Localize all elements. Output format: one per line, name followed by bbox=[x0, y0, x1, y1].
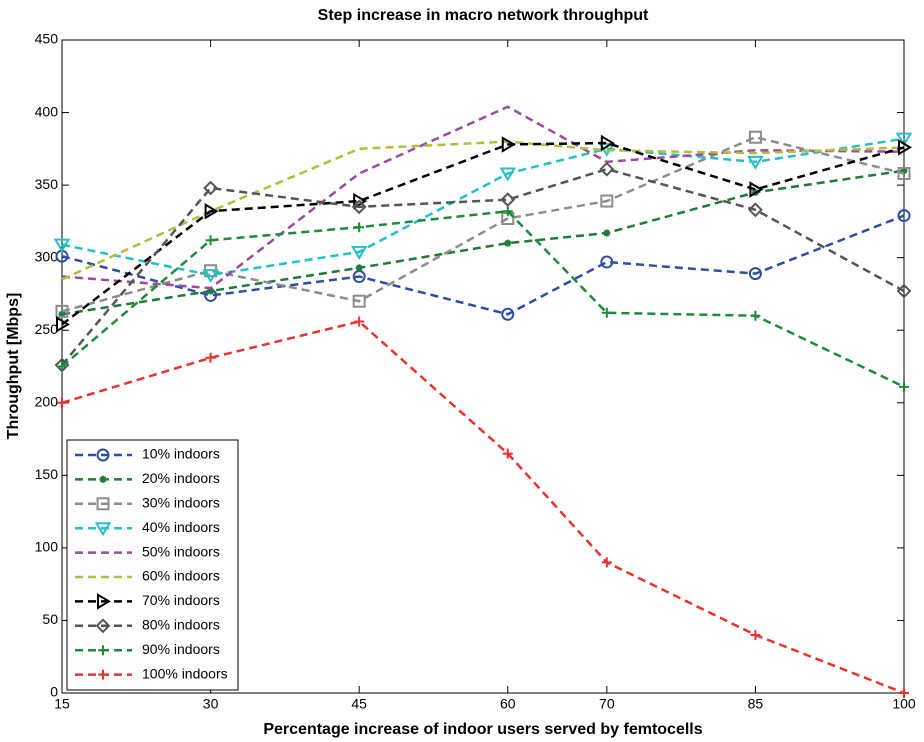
marker bbox=[897, 167, 911, 181]
marker bbox=[204, 202, 219, 220]
x-tick-label: 85 bbox=[748, 696, 764, 712]
marker bbox=[353, 192, 368, 210]
marker bbox=[96, 497, 110, 511]
legend-label: 80% indoors bbox=[142, 617, 220, 633]
series-line bbox=[61, 135, 905, 313]
marker bbox=[600, 255, 614, 269]
marker bbox=[501, 136, 516, 153]
marker bbox=[97, 593, 111, 610]
y-tick-label: 250 bbox=[35, 321, 59, 337]
series-line bbox=[61, 214, 905, 316]
marker bbox=[504, 239, 512, 247]
marker bbox=[351, 199, 367, 215]
y-axis-label: Throughput [Mbps] bbox=[5, 293, 22, 440]
x-tick-label: 70 bbox=[599, 696, 615, 712]
y-tick-label: 50 bbox=[42, 611, 58, 627]
marker bbox=[98, 645, 108, 656]
marker bbox=[96, 448, 110, 462]
marker bbox=[53, 238, 71, 253]
legend-label: 100% indoors bbox=[142, 665, 228, 681]
marker bbox=[55, 304, 69, 318]
y-tick-label: 200 bbox=[35, 393, 59, 409]
y-tick-label: 0 bbox=[50, 684, 58, 700]
marker bbox=[899, 381, 909, 392]
legend-label: 10% indoors bbox=[142, 446, 220, 462]
marker bbox=[749, 181, 764, 198]
marker bbox=[599, 161, 615, 177]
marker bbox=[502, 448, 513, 459]
marker bbox=[57, 397, 67, 408]
marker bbox=[99, 475, 107, 483]
marker bbox=[895, 132, 913, 147]
marker bbox=[501, 307, 515, 321]
marker bbox=[202, 269, 219, 284]
marker bbox=[747, 155, 764, 170]
series-line bbox=[61, 169, 905, 316]
marker bbox=[502, 206, 513, 217]
x-tick-label: 30 bbox=[203, 696, 219, 712]
marker bbox=[897, 209, 911, 223]
marker bbox=[205, 352, 216, 363]
marker bbox=[350, 245, 368, 260]
x-tick-label: 100 bbox=[892, 696, 916, 712]
y-tick-label: 300 bbox=[35, 248, 59, 264]
marker bbox=[354, 316, 365, 327]
marker bbox=[57, 361, 67, 372]
legend-label: 40% indoors bbox=[142, 519, 220, 535]
legend-label: 50% indoors bbox=[142, 543, 220, 559]
marker bbox=[98, 669, 108, 680]
marker bbox=[205, 235, 216, 246]
marker bbox=[750, 310, 761, 321]
series-line bbox=[61, 141, 905, 326]
legend-label: 90% indoors bbox=[142, 641, 220, 657]
marker bbox=[352, 294, 366, 308]
y-tick-label: 350 bbox=[35, 176, 59, 192]
marker bbox=[899, 688, 909, 698]
marker bbox=[601, 307, 612, 318]
marker bbox=[748, 267, 762, 281]
series-line bbox=[61, 209, 905, 388]
marker bbox=[207, 287, 215, 295]
marker bbox=[354, 222, 365, 233]
marker bbox=[94, 522, 112, 537]
marker bbox=[600, 134, 615, 152]
legend-label: 60% indoors bbox=[142, 568, 220, 584]
marker bbox=[603, 229, 611, 237]
marker bbox=[95, 618, 111, 634]
marker bbox=[748, 130, 762, 144]
legend-label: 70% indoors bbox=[142, 592, 220, 608]
y-tick-label: 450 bbox=[35, 31, 59, 47]
marker bbox=[58, 310, 66, 318]
marker bbox=[896, 283, 912, 299]
marker bbox=[898, 139, 912, 156]
y-tick-label: 150 bbox=[35, 466, 59, 482]
marker bbox=[56, 316, 70, 333]
marker bbox=[747, 202, 763, 218]
marker bbox=[900, 167, 908, 175]
y-tick-label: 100 bbox=[35, 539, 59, 555]
x-tick-label: 15 bbox=[54, 696, 70, 712]
y-tick-label: 400 bbox=[35, 103, 59, 119]
legend-box bbox=[66, 439, 239, 691]
x-tick-label: 45 bbox=[351, 696, 367, 712]
marker bbox=[601, 557, 612, 568]
legend: 10% indoors 20% indoors 30% indoors 40% ind… bbox=[66, 439, 239, 691]
x-axis-label: Percentage increase of indoor users serv… bbox=[263, 721, 702, 738]
marker bbox=[750, 629, 761, 640]
marker bbox=[600, 194, 614, 208]
x-tick-label: 60 bbox=[500, 696, 516, 712]
marker bbox=[355, 264, 363, 272]
chart-title: Step increase in macro network throughpu… bbox=[318, 7, 649, 24]
marker bbox=[500, 192, 516, 208]
legend-label: 20% indoors bbox=[142, 470, 220, 486]
series-line bbox=[61, 105, 905, 290]
legend-label: 30% indoors bbox=[142, 495, 220, 511]
marker bbox=[499, 167, 517, 182]
series-line bbox=[61, 137, 905, 277]
series-line bbox=[61, 140, 905, 281]
series-line bbox=[61, 167, 905, 366]
marker bbox=[203, 180, 219, 196]
